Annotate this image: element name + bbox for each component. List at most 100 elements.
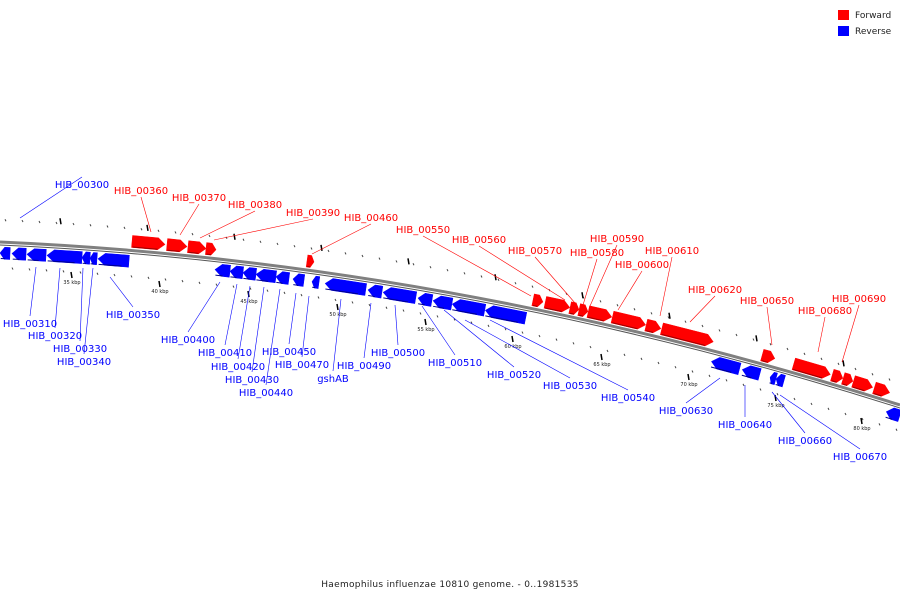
scale-tick xyxy=(793,397,796,401)
scale-tick xyxy=(140,228,143,231)
scale-tick xyxy=(827,407,830,411)
scale-tick xyxy=(55,221,58,225)
gene-label: HIB_00390 xyxy=(286,208,340,219)
gene-label: HIB_00370 xyxy=(172,193,226,204)
scale-major-tick xyxy=(494,274,497,281)
genome-backbone-shadow xyxy=(0,244,900,409)
gene-leader-line xyxy=(332,298,342,372)
legend-label: Forward xyxy=(855,11,891,21)
scale-tick xyxy=(106,225,109,228)
forward-gene-arrow xyxy=(205,242,217,256)
gene-leader-line xyxy=(199,210,256,239)
scale-tick xyxy=(470,321,473,324)
legend-label: Reverse xyxy=(855,27,892,37)
scale-tick xyxy=(157,229,160,233)
gene-label: HIB_00520 xyxy=(487,370,541,381)
scale-tick xyxy=(215,283,218,286)
scale-label: 60 kbp xyxy=(504,344,521,350)
gene-label: HIB_00440 xyxy=(239,388,293,399)
scale-major-tick xyxy=(511,335,514,343)
gene-label: HIB_00540 xyxy=(601,393,655,404)
gene-label: HIB_00600 xyxy=(615,260,669,271)
gene-label: HIB_00620 xyxy=(688,285,742,296)
scale-major-tick xyxy=(336,303,339,311)
gene-leader-line xyxy=(659,256,673,317)
gene-leader-line xyxy=(54,267,61,329)
scale-tick xyxy=(21,219,24,223)
scale-tick xyxy=(446,268,449,272)
legend-swatch xyxy=(838,10,849,20)
reverse-gene-arrow xyxy=(26,248,47,262)
scale-major-tick xyxy=(320,244,323,252)
scale-tick xyxy=(327,249,330,253)
reverse-gene-arrow xyxy=(432,295,454,311)
gene-label: HIB_00630 xyxy=(659,406,713,417)
scale-major-tick xyxy=(146,224,149,231)
scale-tick xyxy=(242,238,245,241)
forward-gene-arrow xyxy=(791,357,831,379)
scale-tick xyxy=(623,353,626,357)
gene-label: HIB_00680 xyxy=(798,306,852,317)
scale-tick xyxy=(283,291,286,295)
gene-leader-line xyxy=(617,270,643,311)
scale-tick xyxy=(266,289,269,292)
scale-tick xyxy=(497,278,500,282)
scale-tick xyxy=(861,417,864,421)
scale-label: 45 kbp xyxy=(240,299,257,305)
scale-tick xyxy=(633,307,636,311)
reverse-gene-arrow xyxy=(81,251,91,265)
scale-label: 35 kbp xyxy=(63,280,80,286)
scale-tick xyxy=(419,312,422,315)
reverse-gene-arrow xyxy=(324,278,367,296)
reverse-gene-arrow xyxy=(485,305,528,325)
scale-tick xyxy=(147,276,150,280)
scale-tick xyxy=(759,388,762,391)
reverse-gene-arrow xyxy=(242,267,257,281)
gene-label: HIB_00570 xyxy=(508,246,562,257)
gene-label: HIB_00430 xyxy=(225,375,279,386)
scale-tick xyxy=(293,244,296,248)
gene-label: HIB_00650 xyxy=(740,296,794,307)
scale-tick xyxy=(385,306,388,310)
scale-tick xyxy=(616,304,619,307)
gene-label: HIB_00490 xyxy=(337,361,391,372)
scale-major-tick xyxy=(59,218,62,225)
legend-swatch xyxy=(838,26,849,36)
scale-tick xyxy=(667,316,670,319)
scale-tick xyxy=(701,324,704,328)
scale-tick xyxy=(79,271,82,274)
scale-tick xyxy=(402,309,405,312)
scale-tick xyxy=(11,267,14,270)
gene-label: HIB_00670 xyxy=(833,452,887,463)
reverse-gene-arrow xyxy=(214,264,231,278)
scale-tick xyxy=(45,269,48,272)
reverse-gene-arrow xyxy=(46,249,83,264)
gene-leader-line xyxy=(534,256,576,304)
reverse-gene-arrow xyxy=(255,268,277,284)
scale-label: 55 kbp xyxy=(417,327,434,333)
gene-leader-line xyxy=(83,267,94,355)
gene-leader-line xyxy=(394,304,399,346)
reverse-gene-arrow xyxy=(311,275,321,289)
scale-tick xyxy=(810,402,813,406)
forward-gene-arrow xyxy=(830,369,844,383)
scale-tick xyxy=(395,260,398,263)
scale-tick xyxy=(72,222,75,226)
scale-tick xyxy=(300,293,303,297)
scale-major-tick xyxy=(600,353,603,361)
scale-tick xyxy=(786,347,789,351)
scale-tick xyxy=(208,234,211,238)
gene-leader-line xyxy=(478,245,566,301)
gene-label: HIB_00550 xyxy=(396,225,450,236)
scale-tick xyxy=(198,281,201,285)
gene-leader-line xyxy=(766,306,773,346)
scale-tick xyxy=(640,357,643,361)
gene-leader-line xyxy=(771,391,806,434)
scale-tick xyxy=(708,374,711,378)
reverse-gene-arrow xyxy=(710,357,742,375)
scale-major-tick xyxy=(233,233,236,240)
scale-tick xyxy=(878,423,881,426)
genome-caption: Haemophilus influenzae 10810 genome. - 0… xyxy=(321,580,579,590)
forward-gene-arrow xyxy=(166,238,188,253)
